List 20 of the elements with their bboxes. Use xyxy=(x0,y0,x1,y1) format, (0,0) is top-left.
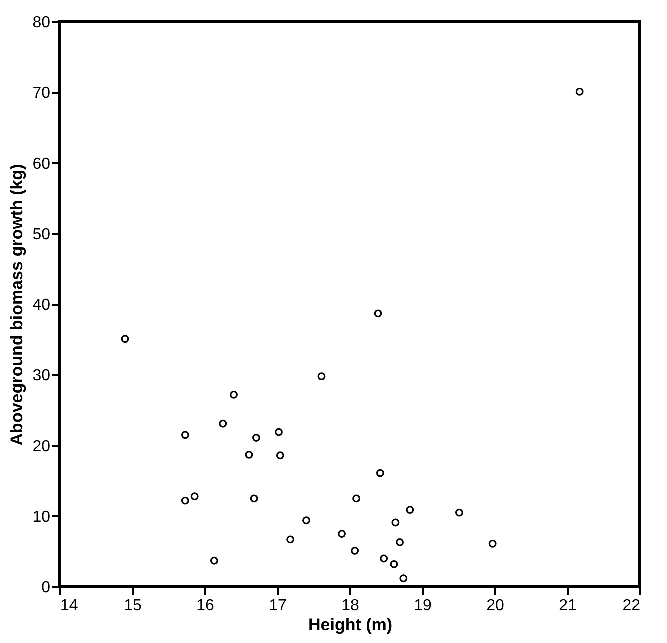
x-tick-label: 14 xyxy=(60,598,78,614)
x-tick-label: 17 xyxy=(269,598,287,614)
x-tick-label: 19 xyxy=(414,598,432,614)
y-tick-label: 60 xyxy=(32,156,51,173)
x-axis-title: Height (m) xyxy=(308,616,393,634)
x-tick-label: 15 xyxy=(124,598,142,614)
y-tick-label: 70 xyxy=(32,85,51,102)
x-tick-label: 21 xyxy=(559,598,577,614)
y-tick-label: 80 xyxy=(32,14,51,32)
y-tick-label: 40 xyxy=(32,297,51,314)
y-tick-label: 20 xyxy=(32,438,51,456)
y-axis-title: Aboveground biomass growth (kg) xyxy=(8,164,27,446)
x-tick-label: 22 xyxy=(622,598,641,614)
y-tick-label: 50 xyxy=(32,226,51,244)
y-tick-label: 0 xyxy=(42,580,51,596)
x-tick-label: 16 xyxy=(196,598,214,614)
y-tick-label: 10 xyxy=(32,508,51,526)
x-tick-label: 18 xyxy=(342,598,360,614)
x-tick-label: 20 xyxy=(486,598,504,614)
y-tick-label: 30 xyxy=(32,368,51,385)
